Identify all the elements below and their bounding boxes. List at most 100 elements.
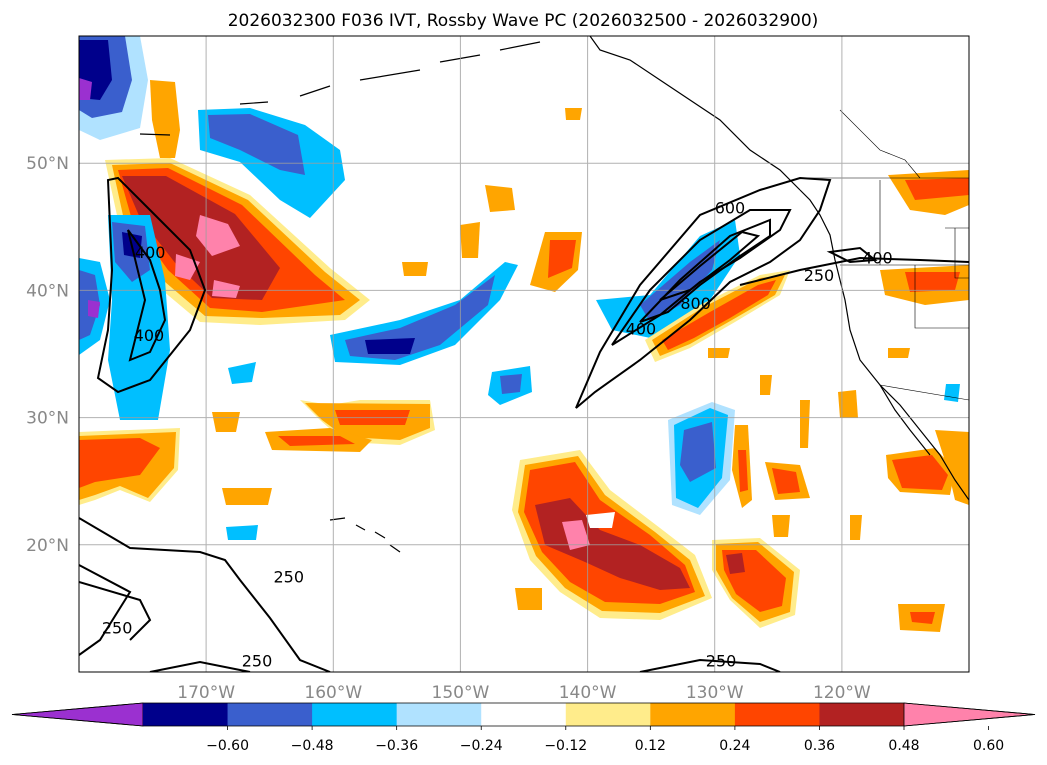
colorbar-tick-label: 0.12 [635,738,666,754]
positive-area-nw-us-red [905,178,969,200]
positive-spot-16n-115w-red [910,612,935,624]
negative-spot-33n-160w [228,362,256,384]
negative-area-27n-130w-core [680,422,716,482]
lon-label: 140°W [559,683,617,703]
ivt-contour-label-layer: 600 400 250 800 400 400 400 250 250 250 250 [102,199,893,671]
positive-band-nw-pink [196,215,240,256]
ivt-contour-400-nw [127,229,167,362]
ivt-contour-400-ar [611,209,792,346]
positive-area-mexico [935,430,969,505]
negative-area-nw-corner-peak [79,78,92,100]
positive-spot-25n-166w [222,488,272,505]
subtropical-positive-pink [562,520,590,550]
north-american-coast [799,189,969,501]
negative-spot-21n-165w [226,525,258,540]
lon-label: 120°W [813,683,871,703]
gridlines [79,36,969,672]
ivt-contour-250-ar [575,176,832,409]
positive-area-great-basin-red [905,272,960,292]
latitude-labels: 50°N 40°N 30°N 20°N [26,154,69,556]
ivt-contour-800-ar [659,230,761,301]
positive-spot-35n-132w [708,348,730,358]
ivt-contour-label: 250 [706,652,737,671]
positive-spot-30n-168w [212,412,240,432]
negative-spot-32n-116w [944,384,960,402]
state-borders [840,180,969,329]
positive-area-18n-128w-core [726,553,745,574]
negative-area-41n-135w [596,220,740,340]
colorbar-tick-label: 0.48 [888,738,919,754]
positive-area-28n-178w-red [79,438,160,488]
ivt-contour-250-sw-3 [79,581,152,641]
lon-label: 170°W [177,683,235,703]
positive-spot-44n-150w [460,222,480,258]
lat-label: 30°N [26,409,69,429]
ivt-contour-label: 400 [862,248,893,267]
ivt-contour-600-ar [639,218,771,323]
colorbar-segment [819,703,905,726]
ivt-contour-label: 400 [626,320,657,339]
positive-area-41n-142w-red [548,240,576,278]
atmospheric-river-positive-red [662,280,776,350]
longitude-labels: 170°W 160°W 150°W 140°W 130°W 120°W [177,683,871,703]
colorbar-segment [565,703,651,726]
ivt-contour-label: 400 [135,243,166,262]
colorbar-segment [734,703,820,726]
negative-area-52n-162w-inner [208,114,305,175]
negative-band-36n-155w-core [365,338,415,354]
positive-area-24n-125w-red [772,468,800,494]
positive-spot-48n-148w [485,185,515,212]
ivt-contour-label: 400 [134,326,165,345]
ivt-contour-250-east [739,256,969,286]
ivt-contour-label: 800 [680,294,711,313]
colorbar-segment [312,703,398,726]
colorbar-outline [11,702,1036,727]
colorbar: −0.60 −0.48 −0.36 −0.24 −0.12 0.12 0.24 0.36 0.4… [11,702,1036,754]
map-frame [78,35,970,673]
positive-spot-27n-122w [800,400,810,448]
lon-label: 160°W [304,683,362,703]
positive-spot-21n-125w [772,515,790,537]
filled-anomaly-layer [79,36,969,632]
positive-spot-20n-120w [850,515,862,540]
positive-spot-54n-175w [150,80,180,158]
us-mexico-border [879,384,969,401]
positive-spot-32n-126w [760,375,772,395]
positive-spot-42n-154w [402,262,428,276]
ivt-contour-label: 250 [804,266,835,285]
baja-peninsula [879,384,931,456]
positive-band-nw-pink-3 [212,280,240,298]
lon-label: 130°W [686,683,744,703]
ivt-contour-400-east [826,246,878,264]
figure-title: 2026032300 F036 IVT, Rossby Wave PC (202… [228,11,819,31]
positive-area-28n-160w-red [278,436,355,446]
positive-spot-16n-143w [515,588,542,610]
ivt-contour-label: 250 [274,568,305,587]
colorbar-segment [396,703,482,726]
ivt-contour-250-south-east [639,658,781,672]
subtropical-gap [586,512,615,528]
colorbar-tick-label: −0.36 [375,738,418,754]
colorbar-tick-label: 0.24 [719,738,750,754]
aleutian-islands [139,41,541,136]
positive-area-baja-red [892,455,948,490]
colorbar-tick-label: −0.24 [460,738,503,754]
colorbar-segment [481,703,567,726]
positive-spot-54n-140w [565,108,582,120]
lat-label: 40°N [26,281,69,301]
colorbar-segment [143,703,229,726]
colorbar-extend-max [903,702,1036,727]
ivt-contour-250-south [149,660,251,672]
colorbar-segment [227,703,313,726]
ivt-contour-label: 600 [715,199,746,218]
negative-area-west-edge-core [88,300,100,318]
canada-province-borders [839,109,921,179]
positive-spot-30n-121w [838,390,858,418]
colorbar-tick-label: 0.36 [804,738,835,754]
ivt-contour-250-nw [96,176,207,394]
lon-label: 150°W [432,683,490,703]
lat-label: 20°N [26,536,69,556]
negative-spot-32n-144w-inner [500,374,522,394]
ivt-contour-layer [79,176,969,672]
